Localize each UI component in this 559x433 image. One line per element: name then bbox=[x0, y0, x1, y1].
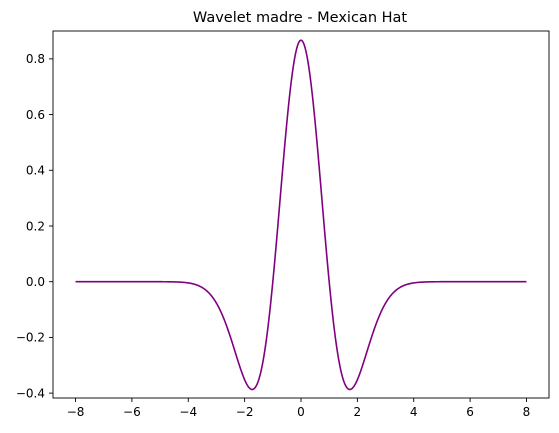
y-tick-label: −0.4 bbox=[16, 386, 45, 400]
series-line bbox=[75, 39, 527, 391]
y-tick-label: 0.4 bbox=[26, 164, 45, 178]
y-tick-label: 0.0 bbox=[26, 275, 45, 289]
y-tick-label: 0.2 bbox=[26, 219, 45, 233]
x-tick-label: −2 bbox=[236, 405, 254, 419]
axes-frame bbox=[52, 30, 550, 399]
plot-area bbox=[75, 39, 527, 391]
x-tick-label: 2 bbox=[354, 405, 362, 419]
y-tick-label: −0.2 bbox=[16, 331, 45, 345]
x-tick-label: 0 bbox=[297, 405, 305, 419]
x-tick-label: −6 bbox=[123, 405, 141, 419]
y-tick-label: 0.6 bbox=[26, 108, 45, 122]
x-tick-label: 4 bbox=[410, 405, 418, 419]
x-tick-label: 6 bbox=[466, 405, 474, 419]
x-tick-label: 8 bbox=[523, 405, 531, 419]
axes: −8 −6 −4 −2 0 2 4 6 8 −0.4 −0.2 0.0 0.2 0.4 0.6 0.8 bbox=[16, 30, 550, 419]
x-tick-label: −4 bbox=[179, 405, 197, 419]
y-tick-label: 0.8 bbox=[26, 52, 45, 66]
x-tick-label: −8 bbox=[67, 405, 85, 419]
chart-title: Wavelet madre - Mexican Hat bbox=[193, 10, 408, 26]
